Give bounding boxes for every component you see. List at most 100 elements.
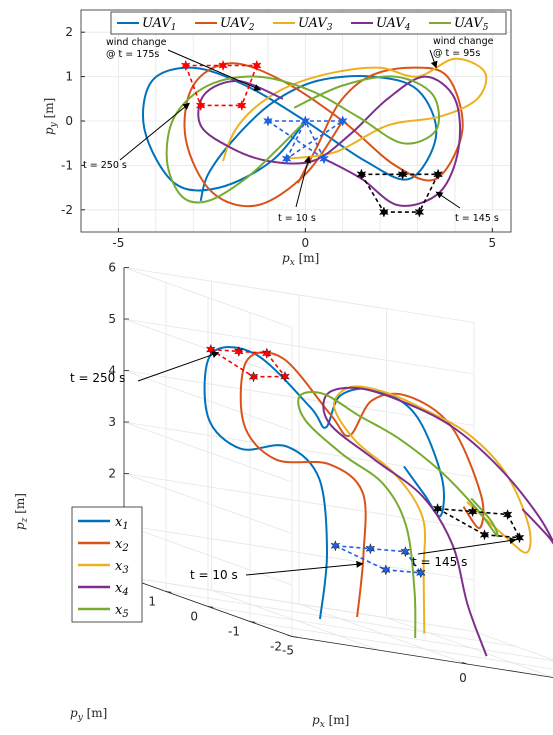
legend-entry: UAV4 — [376, 16, 411, 33]
formation-marker — [514, 532, 525, 544]
x-tick-label: -5 — [112, 236, 124, 250]
formation-marker — [337, 115, 348, 127]
annotation-label: t = 250 s — [83, 160, 127, 171]
annotation-arrow — [429, 49, 438, 69]
z-tick-label: 3 — [108, 415, 116, 429]
annotation-arrow — [245, 560, 364, 576]
series-line-x4 — [322, 386, 553, 657]
x-tick-label: 0 — [459, 671, 467, 685]
formation-marker — [251, 59, 262, 72]
formation-marker — [280, 371, 290, 383]
formation-marker — [248, 371, 259, 383]
x-tick-label: 0 — [302, 236, 310, 250]
y-axis-label: py [m] — [70, 706, 107, 723]
annotation-arrow — [167, 49, 262, 91]
series-line-uav4 — [197, 75, 462, 207]
formation-marker — [400, 546, 411, 558]
grid-line-y — [291, 636, 553, 678]
annotation-arrow — [119, 102, 190, 161]
x-tick-mark — [286, 634, 293, 637]
y-tick-label: 0 — [65, 114, 73, 128]
x-tick-label: -5 — [282, 644, 294, 658]
formation-marker — [479, 529, 490, 541]
annotation-arrow — [295, 155, 311, 208]
formation-marker — [195, 99, 206, 112]
formation-marker — [233, 345, 244, 357]
grid-line-y — [207, 606, 553, 662]
x-axis-line — [291, 636, 553, 678]
legend-entry: UAV1 — [142, 16, 176, 33]
legend-entry: x5 — [115, 603, 129, 620]
legend-entry: x2 — [115, 537, 129, 554]
formation-marker — [467, 506, 478, 518]
formation-marker — [180, 59, 191, 72]
series-line-x2 — [239, 351, 485, 618]
legend-box — [110, 11, 507, 35]
formation-link — [267, 120, 346, 160]
y-tick-mark — [165, 591, 172, 593]
formation-marker — [319, 152, 330, 165]
x-axis-label: px [m] — [312, 713, 349, 730]
series-line-uav5 — [165, 75, 441, 204]
legend-entry: UAV3 — [298, 16, 333, 33]
grid-line-y — [165, 591, 517, 647]
y-tick-label: 1 — [65, 70, 73, 84]
formation-marker — [356, 168, 367, 181]
y-tick-mark — [249, 621, 256, 623]
z-tick-label: 2 — [108, 467, 116, 481]
y-tick-label: 1 — [148, 595, 156, 609]
grid-line-x — [473, 631, 553, 661]
annotation-label: wind change @ t = 175s — [106, 37, 167, 60]
series-line-uav3 — [222, 57, 488, 162]
formation-marker — [300, 115, 311, 127]
annotation-arrow — [137, 351, 220, 382]
legend-entry: x3 — [115, 559, 129, 576]
formation-marker — [261, 347, 272, 359]
legend-entry: x1 — [115, 515, 129, 532]
formation-link — [360, 173, 439, 213]
annotation-label: t = 10 s — [278, 213, 316, 224]
x-tick-mark — [461, 661, 468, 665]
bottom-chart-3d: 0123456-50510-1-2px [m]py [m]pz [m]x1x2x… — [13, 261, 553, 730]
y-tick-label: -2 — [61, 203, 73, 217]
annotation-arrow — [417, 537, 517, 555]
annotation-label: t = 145 s — [412, 555, 467, 569]
formation-marker — [502, 508, 513, 521]
legend-entry: x4 — [115, 581, 129, 598]
formation-marker — [236, 99, 247, 112]
series-line-x1 — [203, 346, 445, 620]
formation-marker — [218, 59, 229, 72]
legend-entry: UAV2 — [220, 16, 255, 33]
annotation-label: t = 10 s — [190, 568, 238, 582]
series-line-x5 — [297, 390, 499, 639]
formation-marker — [330, 540, 341, 552]
annotation-label: t = 145 s — [455, 213, 499, 224]
legend: x1 x2 x3 x4 x5 — [71, 506, 143, 623]
y-tick-mark — [291, 636, 298, 638]
annotation-label: wind change @ t = 95s — [433, 36, 494, 59]
grid-line-y — [249, 621, 553, 670]
y-axis-label: py [m] — [42, 98, 59, 135]
z-tick-label: 6 — [108, 261, 116, 275]
z-tick-label: 5 — [108, 312, 116, 326]
formation-marker — [378, 206, 389, 218]
formation-marker — [414, 206, 425, 218]
formation-marker — [380, 564, 391, 576]
y-tick-label: 0 — [190, 610, 198, 624]
z-axis-label: pz [m] — [13, 493, 30, 530]
legend: UAV1 UAV2 UAV3 UAV4 UAV5 — [110, 11, 507, 35]
y-tick-label: -1 — [61, 158, 73, 172]
annotation-arrow — [435, 191, 461, 209]
y-tick-label: -2 — [270, 640, 282, 654]
series-line-uav1 — [142, 66, 438, 202]
formation-marker — [397, 168, 408, 181]
formation-marker — [205, 343, 216, 356]
formation-marker — [433, 168, 444, 181]
annotation-label: t = 250 s — [70, 371, 125, 385]
formation-marker — [415, 567, 426, 579]
formation-marker — [365, 543, 376, 555]
formation-marker — [432, 503, 443, 515]
y-tick-label: -1 — [228, 625, 240, 639]
